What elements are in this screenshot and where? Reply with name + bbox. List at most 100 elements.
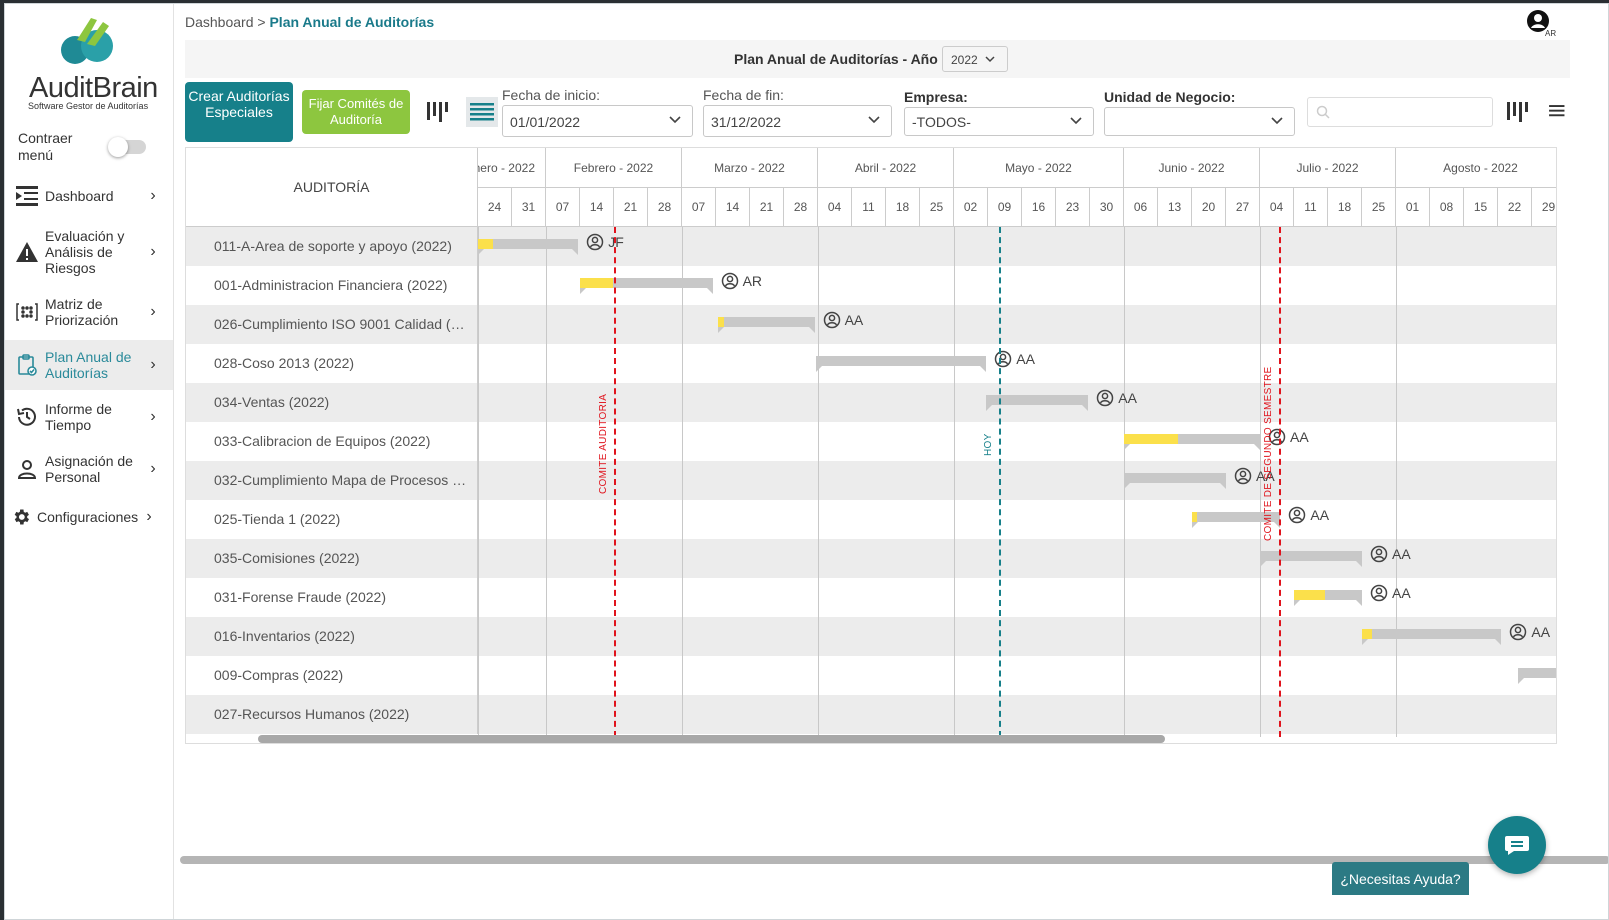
list-view-button[interactable] bbox=[466, 97, 498, 127]
week-header: 18 bbox=[886, 188, 920, 227]
gantt-bar[interactable] bbox=[1192, 512, 1281, 528]
gantt-bar[interactable] bbox=[717, 317, 815, 333]
audit-name[interactable]: 025-Tienda 1 (2022) bbox=[186, 500, 478, 539]
gantt-bar[interactable] bbox=[816, 356, 987, 372]
audit-name[interactable]: 035-Comisiones (2022) bbox=[186, 539, 478, 578]
week-header: 04 bbox=[1260, 188, 1294, 227]
week-header: 21 bbox=[614, 188, 648, 227]
week-header: 09 bbox=[988, 188, 1022, 227]
gantt-bar[interactable] bbox=[1294, 590, 1362, 606]
audit-name[interactable]: 001-Administracion Financiera (2022) bbox=[186, 266, 478, 305]
assignee-initials: AA bbox=[1392, 585, 1411, 601]
chevron-down-icon bbox=[669, 116, 681, 124]
sidebar-item-asignacion[interactable]: Asignación de Personal › bbox=[5, 450, 173, 488]
month-header: Junio - 2022 bbox=[1124, 148, 1260, 188]
assignee-initials: AA bbox=[844, 312, 864, 328]
chevron-right-icon: › bbox=[150, 243, 156, 260]
breadcrumb-current: Plan Anual de Auditorías bbox=[269, 14, 435, 30]
sidebar-item-label: Informe de Tiempo bbox=[45, 401, 112, 433]
week-header: 14 bbox=[580, 188, 614, 227]
marker-line bbox=[1278, 227, 1281, 737]
chevron-right-icon: › bbox=[150, 408, 156, 425]
gantt-bar[interactable] bbox=[1124, 473, 1226, 489]
list-icon bbox=[470, 103, 494, 121]
sidebar-item-informe[interactable]: Informe de Tiempo › bbox=[5, 398, 173, 436]
breadcrumb-root[interactable]: Dashboard bbox=[185, 14, 254, 30]
week-header: 29 bbox=[1532, 188, 1556, 227]
user-initials: AR bbox=[1545, 29, 1557, 38]
month-gridline bbox=[818, 227, 819, 737]
page-horizontal-scrollbar[interactable] bbox=[180, 856, 1608, 864]
month-header: Abril - 2022 bbox=[818, 148, 954, 188]
assignee-label: AA bbox=[1268, 428, 1309, 446]
week-header: 01 bbox=[1396, 188, 1430, 227]
sidebar-item-evaluacion[interactable]: Evaluación y Análisis de Riesgos › bbox=[5, 226, 173, 278]
fecha-inicio-select[interactable]: 01/01/2022 bbox=[502, 105, 693, 137]
gantt-bar[interactable] bbox=[580, 278, 713, 294]
plan-title: Plan Anual de Auditorías - Año bbox=[734, 51, 938, 67]
gantt-view-button-2[interactable] bbox=[1502, 97, 1534, 127]
gantt-bar[interactable] bbox=[478, 239, 579, 255]
user-circle-icon bbox=[1370, 584, 1388, 602]
audit-name[interactable]: 011-A-Area de soporte y apoyo (2022) bbox=[186, 227, 478, 266]
collapse-menu-toggle[interactable] bbox=[108, 137, 146, 157]
gantt-bar[interactable] bbox=[1362, 629, 1502, 645]
search-input[interactable] bbox=[1307, 97, 1493, 127]
gantt-bar[interactable] bbox=[1518, 668, 1556, 684]
audit-name[interactable]: 026-Cumplimiento ISO 9001 Calidad (2022) bbox=[186, 305, 478, 344]
week-header: 02 bbox=[954, 188, 988, 227]
barcode-icon bbox=[1507, 102, 1528, 122]
week-header: 13 bbox=[1158, 188, 1192, 227]
sidebar-item-dashboard[interactable]: Dashboard › bbox=[5, 180, 173, 212]
user-avatar-icon[interactable] bbox=[1526, 9, 1550, 33]
audit-name[interactable]: 033-Calibracion de Equipos (2022) bbox=[186, 422, 478, 461]
assignee-label: AA bbox=[994, 350, 1035, 368]
matrix-icon bbox=[13, 301, 41, 323]
gantt-bar-progress bbox=[717, 317, 724, 327]
sidebar: AuditBrain Software Gestor de Auditorías… bbox=[5, 4, 174, 919]
chat-button[interactable] bbox=[1488, 816, 1546, 874]
week-header: 06 bbox=[1124, 188, 1158, 227]
audit-name[interactable]: 028-Coso 2013 (2022) bbox=[186, 344, 478, 383]
sidebar-item-matriz[interactable]: Matriz de Priorización › bbox=[5, 292, 173, 332]
audit-name[interactable]: 031-Forense Fraude (2022) bbox=[186, 578, 478, 617]
gantt-view-button[interactable] bbox=[422, 97, 454, 127]
user-circle-icon bbox=[1289, 506, 1306, 524]
help-tab[interactable]: ¿Necesitas Ayuda? bbox=[1332, 862, 1469, 895]
audit-name[interactable]: 034-Ventas (2022) bbox=[186, 383, 478, 422]
assignee-initials: AA bbox=[1016, 351, 1035, 367]
fecha-fin-select[interactable]: 31/12/2022 bbox=[703, 105, 892, 137]
fecha-inicio-value: 01/01/2022 bbox=[510, 114, 581, 130]
audit-name[interactable]: 027-Recursos Humanos (2022) bbox=[186, 695, 478, 734]
breadcrumb: Dashboard > Plan Anual de Auditorías bbox=[185, 14, 434, 30]
unidad-negocio-select[interactable] bbox=[1104, 107, 1295, 136]
empresa-select[interactable]: -TODOS- bbox=[904, 107, 1094, 136]
crear-auditorias-button[interactable]: Crear Auditorías Especiales bbox=[185, 82, 293, 142]
audit-name[interactable]: 009-Compras (2022) bbox=[186, 656, 478, 695]
month-header: Marzo - 2022 bbox=[682, 148, 818, 188]
chart-left-border bbox=[478, 227, 479, 737]
dashboard-icon bbox=[13, 185, 41, 207]
list-view-button-2[interactable] bbox=[1546, 97, 1566, 127]
week-header: 08 bbox=[1430, 188, 1464, 227]
audit-name[interactable]: 032-Cumplimiento Mapa de Procesos (2022) bbox=[186, 461, 478, 500]
list-icon bbox=[1549, 105, 1565, 117]
gantt-bar[interactable] bbox=[1260, 551, 1362, 567]
fijar-comites-button[interactable]: Fijar Comités de Auditoría bbox=[302, 90, 410, 134]
chevron-down-icon bbox=[1070, 117, 1082, 125]
sidebar-item-label: Evaluación y Análisis de Riesgos bbox=[45, 228, 125, 276]
user-circle-icon bbox=[1234, 467, 1252, 485]
week-header: 28 bbox=[784, 188, 818, 227]
sidebar-item-label: Plan Anual de Auditorías bbox=[45, 349, 132, 381]
month-gridline bbox=[682, 227, 683, 737]
gantt-bar[interactable] bbox=[986, 395, 1089, 411]
logo: AuditBrain Software Gestor de Auditorías bbox=[15, 12, 165, 111]
assignee-label: AA bbox=[1370, 545, 1411, 563]
year-select[interactable]: 2022 bbox=[942, 46, 1008, 72]
sidebar-item-configuraciones[interactable]: Configuraciones › bbox=[5, 504, 173, 530]
week-header: 14 bbox=[716, 188, 750, 227]
sidebar-item-plan-anual[interactable]: Plan Anual de Auditorías › bbox=[5, 340, 173, 390]
gantt-horizontal-scrollbar[interactable] bbox=[258, 735, 1165, 743]
audit-name[interactable]: 016-Inventarios (2022) bbox=[186, 617, 478, 656]
gantt-bar[interactable] bbox=[1124, 434, 1260, 450]
